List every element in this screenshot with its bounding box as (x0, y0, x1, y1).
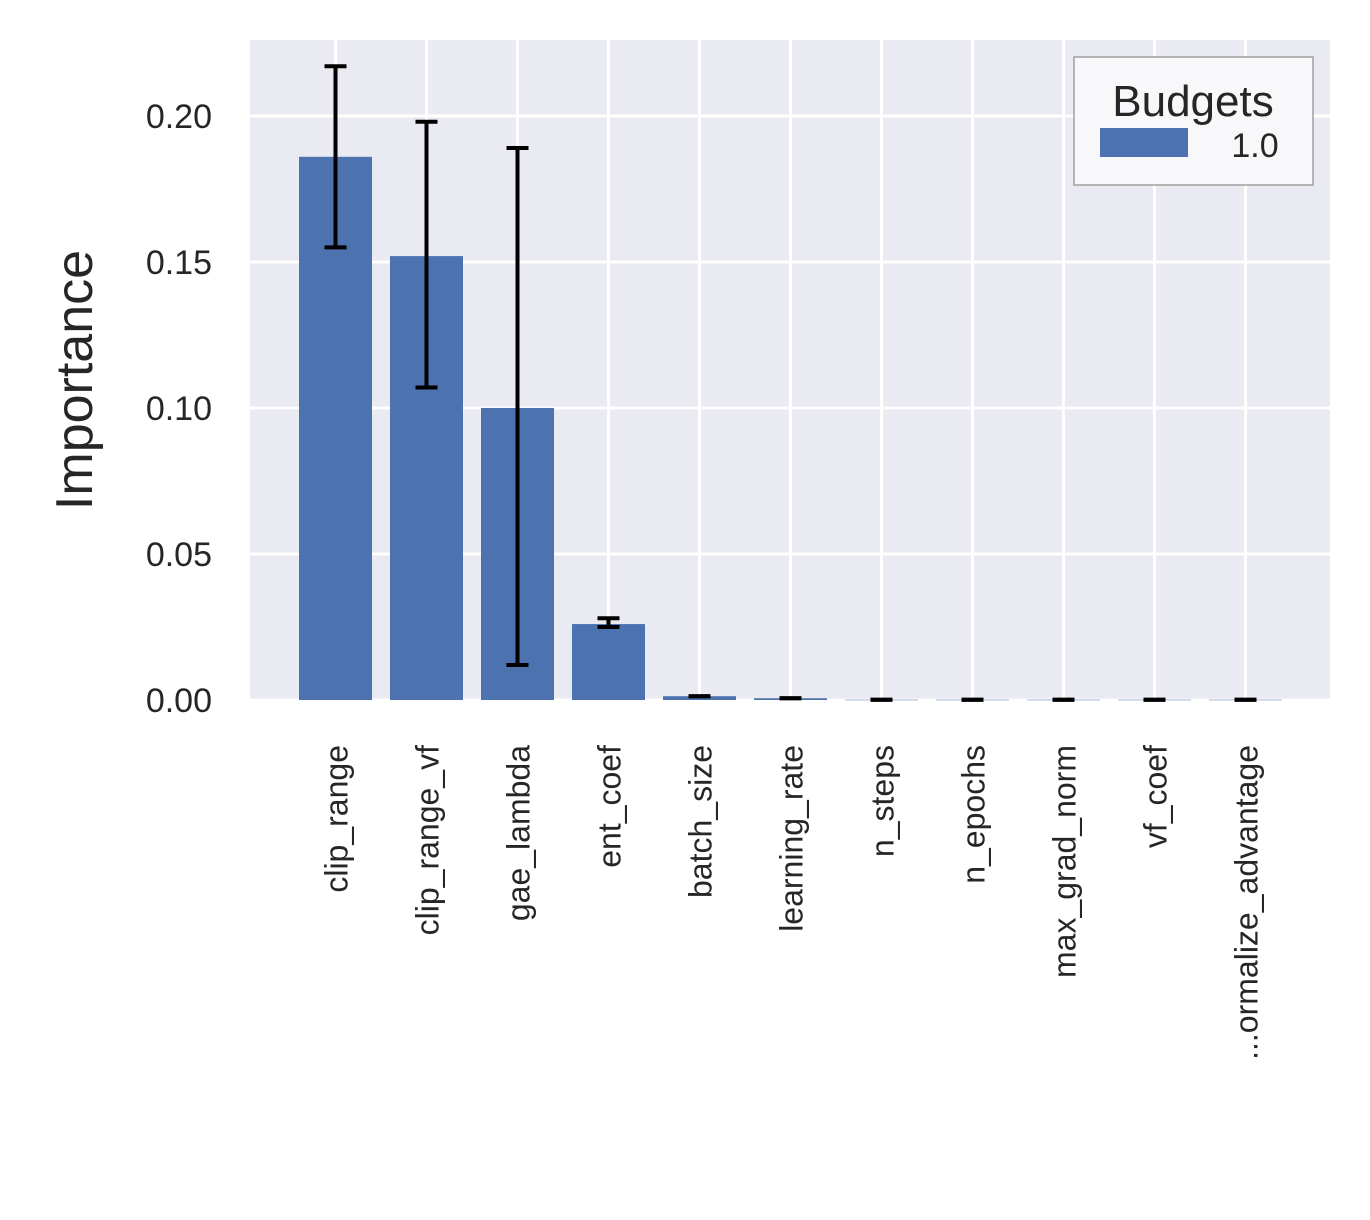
errorbar-clip_range (324, 64, 347, 250)
x-tick-label: clip_range (319, 745, 355, 893)
y-axis-label: Importance (46, 250, 104, 510)
legend-box (1073, 56, 1314, 186)
y-tick-label: 0.05 (146, 536, 212, 574)
errorbars-group (324, 64, 1257, 702)
y-tick-labels: 0.00 0.05 0.10 0.15 0.20 (146, 98, 212, 720)
x-tick-label: ent_coef (592, 745, 628, 868)
x-tick-label: gae_lambda (501, 745, 537, 921)
x-tick-label: ...ormalize_advantage (1229, 745, 1265, 1060)
x-tick-label: max_grad_norm (1047, 745, 1083, 978)
legend-title: Budgets (1112, 77, 1273, 126)
x-tick-labels: clip_range clip_range_vf gae_lambda ent_coe… (319, 745, 1265, 1060)
y-tick-label: 0.20 (146, 98, 212, 136)
errorbar-gae_lambda (506, 146, 529, 667)
x-tick-label: n_epochs (956, 745, 992, 884)
errorbar-ent_coef (597, 616, 620, 629)
legend: Budgets 1.0 (1073, 56, 1314, 186)
x-tick-label: batch_size (683, 745, 719, 898)
x-tick-label: learning_rate (774, 745, 810, 932)
x-tick-label: clip_range_vf (410, 745, 446, 935)
y-tick-label: 0.10 (146, 390, 212, 428)
errorbar-clip_range_vf (415, 119, 438, 390)
x-tick-label: vf_coef (1138, 745, 1174, 848)
bar-ent_coef (572, 624, 645, 700)
y-tick-label: 0.00 (146, 682, 212, 720)
x-tick-label: n_steps (865, 745, 901, 857)
legend-entry-label: 1.0 (1231, 127, 1278, 165)
y-tick-label: 0.15 (146, 244, 212, 282)
legend-swatch (1100, 128, 1188, 157)
